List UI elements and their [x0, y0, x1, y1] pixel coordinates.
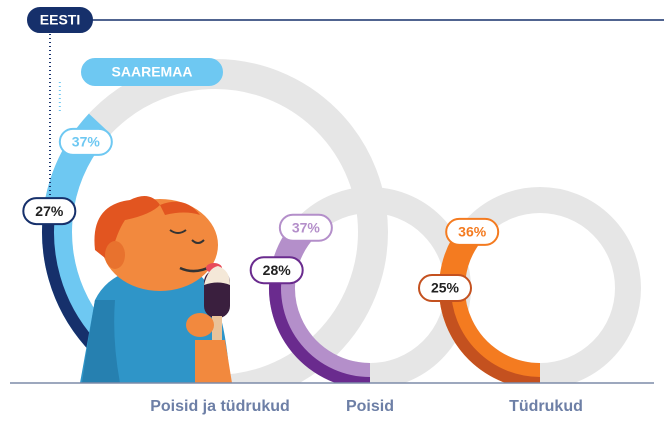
pill [27, 7, 93, 33]
value-label: 28% [263, 262, 292, 278]
value-label: 36% [458, 224, 487, 240]
arc [439, 223, 541, 383]
value-label: 27% [35, 203, 64, 219]
pill [22, 197, 77, 226]
pill [58, 127, 113, 156]
category-label: Poisid [345, 398, 394, 415]
arc [269, 269, 371, 383]
boy-illustration [80, 196, 232, 383]
pill [278, 213, 333, 242]
category-label: Poisid ja tüdrukud [150, 398, 290, 415]
pill [249, 256, 304, 285]
pill [418, 274, 472, 302]
pill [81, 58, 223, 86]
value-label: 25% [431, 280, 460, 296]
arc [439, 287, 541, 383]
pill [445, 217, 500, 246]
value-label: 37% [72, 134, 101, 150]
legend-label: SAAREMAA [112, 64, 193, 80]
legend-label: EESTI [40, 12, 80, 28]
value-label: 37% [292, 219, 321, 235]
labels: EESTI SAAREMAA 37% 27% 37% 28% 36% 25% [22, 7, 664, 302]
category-label: Tüdrukud [509, 398, 583, 415]
arc [269, 218, 371, 383]
